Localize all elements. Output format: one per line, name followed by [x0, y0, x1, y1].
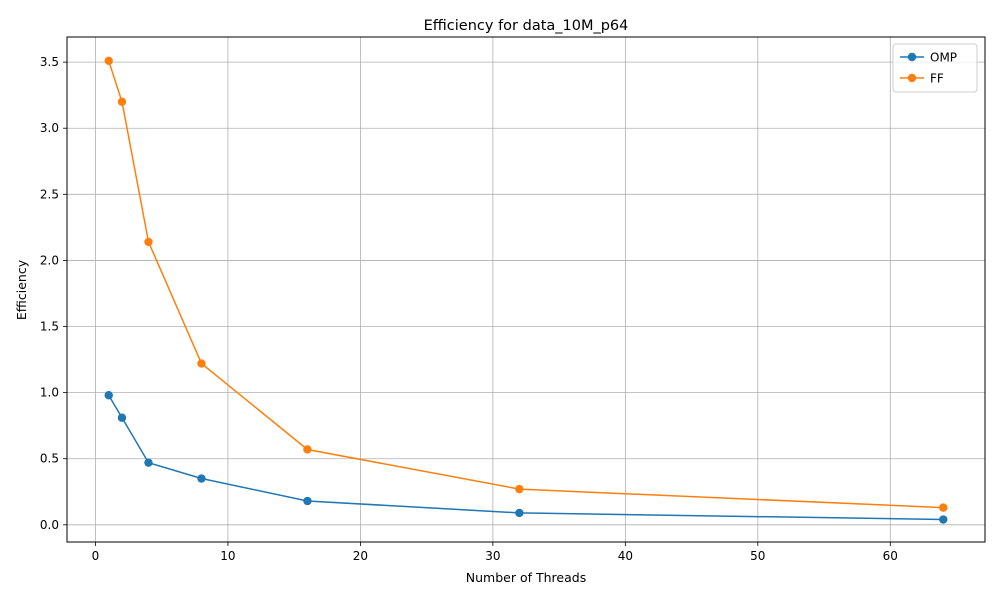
x-tick-label: 30	[485, 549, 500, 563]
data-point-omp	[197, 474, 206, 483]
data-point-omp	[939, 515, 948, 524]
x-axis-label: Number of Threads	[466, 570, 586, 585]
x-tick-label: 40	[618, 549, 633, 563]
y-tick-label: 3.5	[40, 55, 59, 69]
chart-title: Efficiency for data_10M_p64	[424, 18, 629, 34]
x-tick-label: 60	[883, 549, 898, 563]
y-tick-label: 1.5	[40, 320, 59, 334]
x-tick-label: 20	[353, 549, 368, 563]
data-point-ff	[144, 237, 153, 247]
plot-series	[104, 56, 948, 524]
data-point-ff	[303, 445, 312, 454]
legend: OMP FF	[892, 43, 978, 93]
x-tick-label: 0	[92, 549, 100, 563]
data-point-omp	[303, 496, 312, 506]
data-point-ff	[197, 359, 206, 368]
legend-label: OMP	[930, 51, 957, 65]
y-tick-label: 2.0	[40, 253, 59, 267]
y-tick-label: 3.0	[40, 121, 59, 135]
y-tick-label: 0.0	[40, 518, 59, 532]
x-tick-label: 10	[220, 549, 235, 563]
legend-label: FF	[930, 72, 944, 86]
axis-ticks: 0 10 20 30 40 50 60 0.0 0.5 1.0 1.5 2.0 2.5 3.0 3.5	[40, 55, 898, 563]
y-axis-label: Efficiency	[14, 259, 29, 320]
data-point-omp	[117, 413, 127, 422]
data-point-ff	[515, 484, 524, 494]
series-ff	[104, 56, 948, 512]
axes-frame	[66, 36, 986, 543]
data-point-omp	[144, 458, 153, 467]
data-point-ff	[117, 97, 127, 106]
y-tick-label: 1.0	[40, 386, 59, 400]
data-point-ff	[104, 56, 113, 65]
y-tick-label: 2.5	[40, 187, 59, 201]
data-point-omp	[104, 391, 113, 400]
y-tick-label: 0.5	[40, 452, 59, 466]
legend-swatch-marker	[907, 52, 917, 62]
x-tick-label: 50	[750, 549, 765, 563]
data-point-ff	[939, 503, 948, 512]
series-omp	[104, 391, 948, 524]
data-point-omp	[515, 508, 524, 518]
grid	[67, 37, 985, 542]
legend-swatch-marker	[907, 73, 917, 83]
